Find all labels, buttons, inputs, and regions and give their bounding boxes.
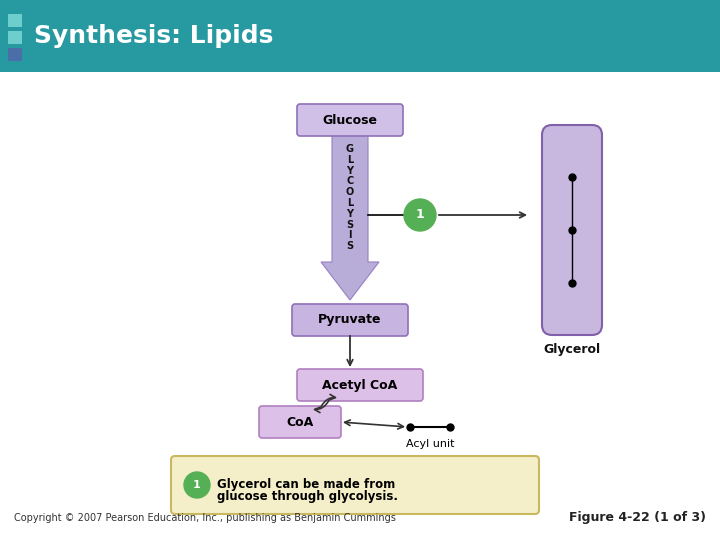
- Text: 1: 1: [193, 480, 201, 490]
- Bar: [8, 48, 22, 61]
- Text: CoA: CoA: [287, 415, 314, 429]
- Bar: [8, 14, 22, 27]
- FancyBboxPatch shape: [297, 369, 423, 401]
- Text: Acyl unit: Acyl unit: [406, 439, 454, 449]
- Text: Acetyl CoA: Acetyl CoA: [323, 379, 397, 392]
- Bar: [0, 0, 720, 72]
- Text: Copyright © 2007 Pearson Education, Inc., publishing as Benjamin Cummings: Copyright © 2007 Pearson Education, Inc.…: [14, 513, 396, 523]
- Circle shape: [184, 472, 210, 498]
- Text: Glucose: Glucose: [323, 113, 377, 126]
- Text: Pyruvate: Pyruvate: [318, 314, 382, 327]
- Text: Figure 4-22 (1 of 3): Figure 4-22 (1 of 3): [569, 511, 706, 524]
- Polygon shape: [321, 133, 379, 300]
- Circle shape: [404, 199, 436, 231]
- Text: Glycerol can be made from: Glycerol can be made from: [217, 478, 395, 491]
- FancyBboxPatch shape: [171, 456, 539, 514]
- Text: G
L
Y
C
O
L
Y
S
I
S: G L Y C O L Y S I S: [346, 144, 354, 251]
- FancyBboxPatch shape: [292, 304, 408, 336]
- FancyBboxPatch shape: [259, 406, 341, 438]
- FancyBboxPatch shape: [297, 104, 403, 136]
- FancyBboxPatch shape: [542, 125, 602, 335]
- Text: Glycerol: Glycerol: [544, 343, 600, 356]
- Bar: [8, 31, 22, 44]
- Text: 1: 1: [415, 208, 424, 221]
- Text: glucose through glycolysis.: glucose through glycolysis.: [217, 490, 398, 503]
- Text: Synthesis: Lipids: Synthesis: Lipids: [34, 24, 274, 48]
